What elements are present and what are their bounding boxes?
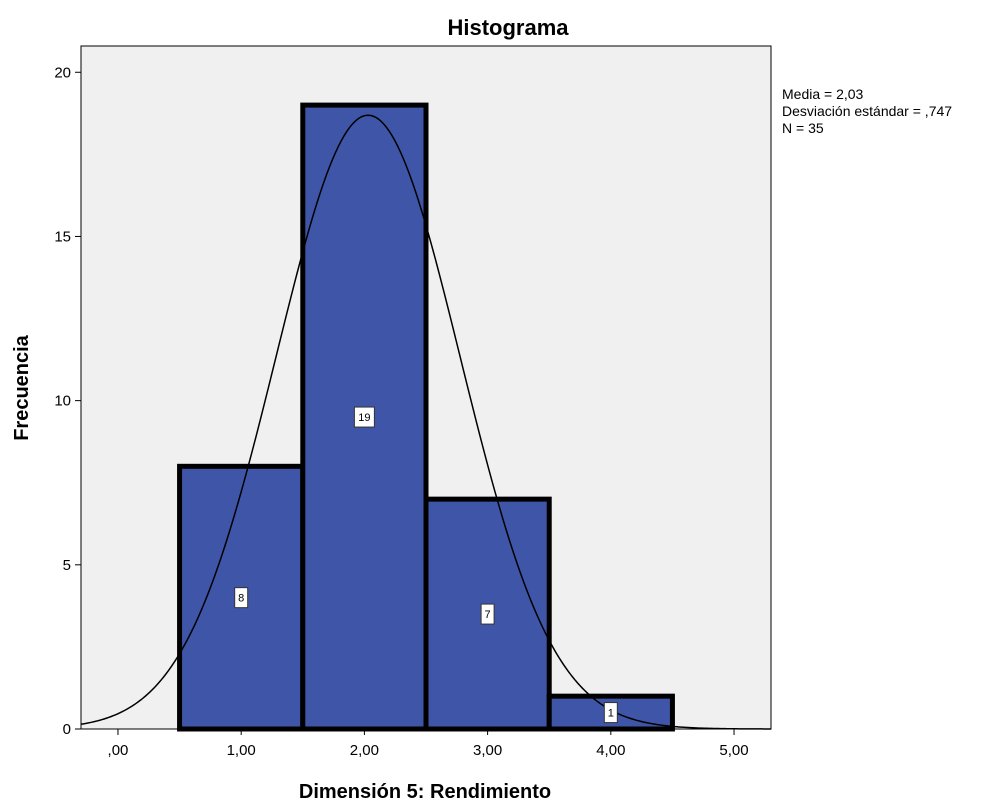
bar-data-label: 19: [353, 406, 375, 428]
sd-label: Desviación estándar = ,747: [782, 103, 953, 119]
y-tick-label: 20: [54, 64, 71, 81]
y-axis-label: Frecuencia: [11, 334, 33, 440]
svg-text:1: 1: [608, 708, 614, 720]
bar-data-label: 7: [480, 603, 495, 625]
svg-text:7: 7: [485, 609, 491, 621]
n-label: N = 35: [782, 120, 824, 136]
bar-data-label: 1: [603, 702, 618, 724]
normal-curve: [80, 114, 772, 730]
bar-data-label: 8: [234, 587, 249, 609]
y-tick-label: 5: [63, 557, 71, 574]
y-tick-label: 0: [63, 721, 71, 738]
x-tick-label: 4,00: [596, 742, 625, 759]
mean-label: Media = 2,03: [782, 86, 864, 102]
x-axis-label: Dimensión 5: Rendimiento: [299, 781, 551, 802]
y-tick-label: 10: [54, 393, 71, 410]
svg-text:8: 8: [238, 593, 244, 605]
chart-title: Histograma: [447, 15, 569, 40]
x-tick-label: 5,00: [719, 742, 748, 759]
x-tick-label: 2,00: [350, 742, 379, 759]
y-tick-label: 15: [54, 228, 71, 245]
svg-text:19: 19: [358, 412, 370, 424]
x-tick-label: 1,00: [227, 742, 256, 759]
x-tick-label: ,00: [108, 742, 129, 759]
stats-legend: Media = 2,03 Desviación estándar = ,747 …: [782, 86, 952, 137]
x-tick-label: 3,00: [473, 742, 502, 759]
